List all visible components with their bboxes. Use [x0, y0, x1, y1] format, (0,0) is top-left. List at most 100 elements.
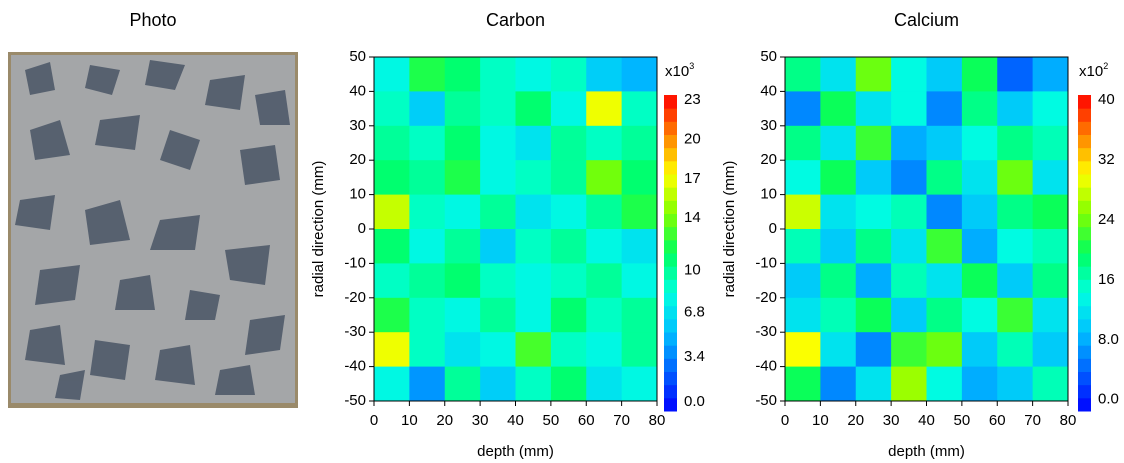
colorbar-step: [1078, 174, 1091, 188]
x-axis-label: depth (mm): [477, 443, 554, 460]
heat-cell: [586, 229, 623, 264]
heat-cell: [550, 125, 587, 161]
heat-cell: [961, 366, 998, 402]
colorbar-step: [664, 384, 677, 399]
colorbar-step: [1078, 108, 1091, 122]
heat-cell: [480, 91, 516, 127]
heat-cell: [374, 263, 410, 299]
heat-cell: [586, 297, 623, 333]
colorbar-tick-label: 10: [684, 262, 701, 279]
heat-cell: [621, 194, 658, 230]
colorbar-tick-label: 0.0: [684, 393, 705, 410]
chart-title: Carbon: [486, 10, 545, 30]
heat-cell: [926, 91, 963, 127]
heat-cell: [586, 160, 623, 196]
heat-cell: [621, 263, 658, 299]
heat-cell: [586, 263, 623, 299]
heat-cell: [550, 263, 587, 299]
heat-cell: [1032, 125, 1069, 161]
heat-cell: [961, 332, 998, 368]
heat-cell: [855, 194, 892, 230]
heat-cell: [480, 263, 516, 299]
heat-cell: [820, 366, 857, 402]
heat-cell: [855, 160, 892, 196]
heat-cell: [891, 160, 927, 196]
x-tick-label: 20: [847, 412, 864, 429]
x-tick-label: 50: [543, 412, 560, 429]
heat-cell: [997, 91, 1034, 127]
heat-cell: [409, 194, 446, 230]
heat-cell: [374, 229, 410, 264]
colorbar-tick-label: 0.0: [1098, 391, 1119, 408]
colorbar-step: [664, 253, 677, 267]
heat-cell: [961, 229, 998, 264]
colorbar-tick-label: 14: [684, 209, 701, 226]
colorbar-step: [664, 134, 677, 149]
heat-cell: [621, 297, 658, 333]
heat-cell: [891, 332, 927, 368]
heat-cell: [820, 57, 857, 92]
heat-cell: [785, 57, 821, 92]
heat-cell: [515, 297, 552, 333]
heat-cell: [855, 125, 892, 161]
heat-cell: [926, 366, 963, 402]
colorbar-step: [1078, 318, 1091, 333]
heat-cell: [820, 332, 857, 368]
colorbar-step: [1078, 147, 1091, 162]
heat-cell: [515, 160, 552, 196]
heat-cell: [891, 91, 927, 127]
heat-cell: [997, 332, 1034, 368]
y-tick-label: 20: [349, 151, 366, 168]
colorbar-tick-label: 17: [684, 170, 701, 187]
heat-cell: [374, 366, 410, 402]
heat-cell: [855, 263, 892, 299]
heat-cell: [515, 229, 552, 264]
x-tick-label: 80: [649, 412, 666, 429]
heat-cell: [891, 366, 927, 402]
heat-cell: [444, 263, 481, 299]
heat-cell: [961, 125, 998, 161]
heat-cell: [785, 332, 821, 368]
y-axis-label: radial direction (mm): [721, 161, 738, 298]
y-tick-label: -40: [344, 358, 366, 375]
multiplier-base: x10: [1079, 63, 1103, 80]
heat-cell: [785, 91, 821, 127]
heat-cell: [621, 160, 658, 196]
colorbar-step: [1078, 253, 1091, 267]
colorbar-step: [1078, 305, 1091, 320]
y-tick-label: 0: [769, 220, 777, 237]
y-tick-label: 40: [349, 82, 366, 99]
x-tick-label: 70: [1024, 412, 1041, 429]
x-tick-label: 40: [507, 412, 524, 429]
heat-cell: [444, 160, 481, 196]
x-tick-label: 60: [578, 412, 595, 429]
heat-cell: [444, 366, 481, 402]
colorbar-step: [1078, 213, 1091, 228]
heat-cell: [891, 263, 927, 299]
heat-cell: [820, 125, 857, 161]
colorbar-step: [664, 213, 677, 228]
heat-cell: [997, 263, 1034, 299]
colorbar-step: [664, 95, 677, 109]
heat-cell: [961, 160, 998, 196]
heat-cell: [1032, 57, 1069, 92]
heat-cell: [409, 297, 446, 333]
colorbar-step: [664, 174, 677, 188]
heat-cell: [997, 125, 1034, 161]
x-tick-label: 60: [989, 412, 1006, 429]
heat-cell: [444, 297, 481, 333]
colorbar-step: [1078, 345, 1091, 359]
colorbar-tick-label: 32: [1098, 151, 1115, 168]
colorbar-step: [664, 305, 677, 320]
heat-cell: [1032, 332, 1069, 368]
y-tick-label: -20: [755, 289, 777, 306]
heat-cell: [961, 194, 998, 230]
heat-cell: [621, 229, 658, 264]
heat-cell: [997, 297, 1034, 333]
heat-cell: [374, 160, 410, 196]
colorbar-step: [664, 358, 677, 372]
heat-cell: [409, 57, 446, 92]
colorbar-multiplier: x103: [665, 61, 694, 80]
colorbar-step: [664, 121, 677, 135]
colorbar-step: [664, 266, 677, 280]
